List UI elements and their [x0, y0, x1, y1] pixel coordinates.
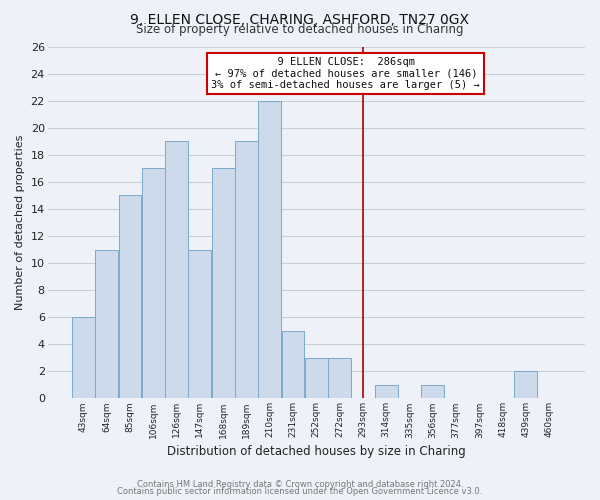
Text: Contains public sector information licensed under the Open Government Licence v3: Contains public sector information licen… — [118, 487, 482, 496]
Bar — [119, 196, 142, 398]
Bar — [212, 168, 235, 398]
Bar — [281, 330, 304, 398]
Bar — [514, 372, 537, 398]
X-axis label: Distribution of detached houses by size in Charing: Distribution of detached houses by size … — [167, 444, 466, 458]
Bar — [188, 250, 211, 398]
Text: Contains HM Land Registry data © Crown copyright and database right 2024.: Contains HM Land Registry data © Crown c… — [137, 480, 463, 489]
Bar — [305, 358, 328, 399]
Y-axis label: Number of detached properties: Number of detached properties — [15, 135, 25, 310]
Bar — [142, 168, 164, 398]
Bar — [421, 385, 444, 398]
Text: 9 ELLEN CLOSE:  286sqm  
← 97% of detached houses are smaller (146)
3% of semi-d: 9 ELLEN CLOSE: 286sqm ← 97% of detached … — [211, 57, 480, 90]
Bar — [375, 385, 398, 398]
Text: Size of property relative to detached houses in Charing: Size of property relative to detached ho… — [136, 22, 464, 36]
Bar — [72, 317, 95, 398]
Bar — [328, 358, 351, 399]
Bar — [235, 141, 258, 399]
Bar — [165, 141, 188, 399]
Text: 9, ELLEN CLOSE, CHARING, ASHFORD, TN27 0GX: 9, ELLEN CLOSE, CHARING, ASHFORD, TN27 0… — [131, 12, 470, 26]
Bar — [259, 100, 281, 399]
Bar — [95, 250, 118, 398]
